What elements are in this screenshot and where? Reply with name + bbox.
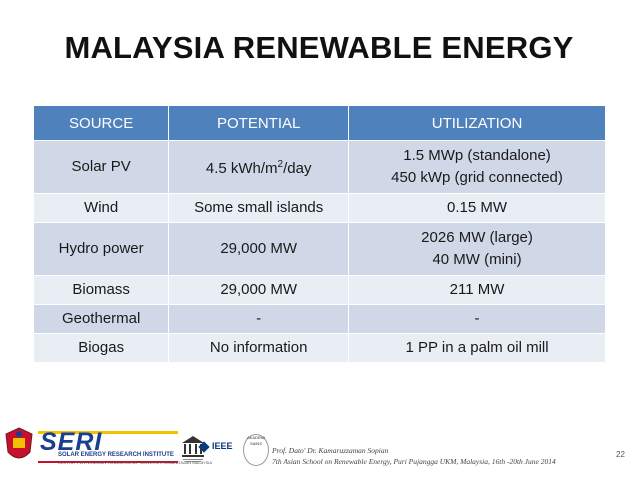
potential-cell: - [168,304,350,334]
source-cell: Biogas [32,333,170,363]
akademi-sains-logo: AKADEMI SAINS [243,434,269,466]
utilization-line: 450 kWp (grid connected) [391,169,563,186]
header-potential: POTENTIAL [168,105,350,141]
table-row: Solar PV 4.5 kWh/m2/day 1.5 MWp (standal… [32,140,606,194]
utilization-cell: - [348,304,606,334]
potential-cell: No information [168,333,350,363]
ieee-logo-text: IEEE [212,441,233,451]
source-cell: Solar PV [32,140,170,194]
table-row: Wind Some small islands 0.15 MW [32,193,606,223]
potential-cell: Some small islands [168,193,350,223]
university-crest-icon [5,427,33,459]
utilization-cell: 0.15 MW [348,193,606,223]
potential-main: 4.5 kWh/m [205,160,278,177]
utilization-line: 40 MW (mini) [432,251,522,268]
table-row: Geothermal - - [32,304,606,334]
slide-title: MALAYSIA RENEWABLE ENERGY [64,30,574,65]
seri-name: SOLAR ENERGY RESEARCH INSTITUTE [58,452,174,458]
seri-tagline: INSTITUT PENYELIDIKAN TENAGA SURIA · UNI… [58,460,213,465]
potential-tail: /day [283,160,312,177]
source-cell: Biomass [32,275,170,305]
event-credit: 7th Asian School on Renewable Energy, Pu… [272,457,556,466]
presenter-credit: Prof. Dato' Dr. Kamaruzzaman Sopian [272,446,389,455]
utilization-cell: 1.5 MWp (standalone) 450 kWp (grid conne… [348,140,606,194]
potential-cell: 29,000 MW [168,275,350,305]
potential-cell: 29,000 MW [168,222,350,276]
header-utilization: UTILIZATION [348,105,606,141]
utilization-cell: 2026 MW (large) 40 MW (mini) [348,222,606,276]
potential-superscript: 2 [277,159,284,170]
utilization-line: 2026 MW (large) [421,229,533,246]
source-cell: Hydro power [32,222,170,276]
header-source: SOURCE [32,105,170,141]
utilization-line: 1.5 MWp (standalone) [403,147,551,164]
utilization-cell: 211 MW [348,275,606,305]
table-row: Biogas No information 1 PP in a palm oil… [32,333,606,363]
seri-logo-icon [38,431,178,463]
table-row: Hydro power 29,000 MW 2026 MW (large) 40… [32,222,606,276]
seri-logo-text: SERI [40,428,103,456]
table-row: Biomass 29,000 MW 211 MW [32,275,606,305]
page-number: 22 [616,450,625,459]
source-cell: Geothermal [32,304,170,334]
energy-table: SOURCE POTENTIAL UTILIZATION Solar PV 4.… [32,105,606,363]
source-cell: Wind [32,193,170,223]
potential-cell: 4.5 kWh/m2/day [168,140,350,194]
table-header-row: SOURCE POTENTIAL UTILIZATION [32,105,606,141]
utilization-cell: 1 PP in a palm oil mill [348,333,606,363]
